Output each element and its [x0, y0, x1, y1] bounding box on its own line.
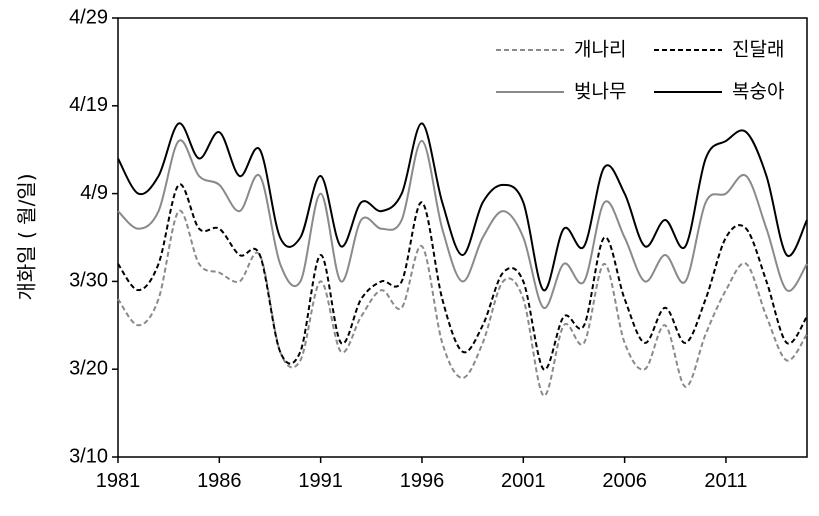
x-tick-label: 2001: [501, 470, 546, 492]
y-tick-label: 3/20: [69, 357, 108, 379]
legend-label-1: 개나리: [574, 39, 626, 61]
x-tick-label: 1981: [96, 470, 141, 492]
y-tick-label: 4/19: [69, 94, 108, 116]
legend-label-4: 복숭아: [732, 81, 784, 103]
series-line-4: [117, 122, 808, 292]
x-tick-label: 2006: [602, 470, 647, 492]
y-tick-label: 4/9: [80, 182, 108, 204]
series-line-1: [117, 210, 808, 397]
legend-label-2: 진달래: [732, 39, 784, 61]
y-tick-label: 3/30: [69, 270, 108, 292]
y-axis-title: 개화일 ( 월/일): [15, 173, 39, 300]
legend-label-3: 벚나무: [574, 81, 626, 103]
x-tick-label: 1986: [197, 470, 242, 492]
x-tick-label: 1991: [298, 470, 343, 492]
series-line-3: [117, 139, 808, 309]
plot-area-frame: [117, 17, 808, 458]
x-tick-label: 1996: [400, 470, 445, 492]
x-tick-label: 2011: [704, 470, 747, 492]
y-tick-label: 3/10: [69, 445, 108, 467]
y-tick-label: 4/29: [69, 6, 108, 28]
